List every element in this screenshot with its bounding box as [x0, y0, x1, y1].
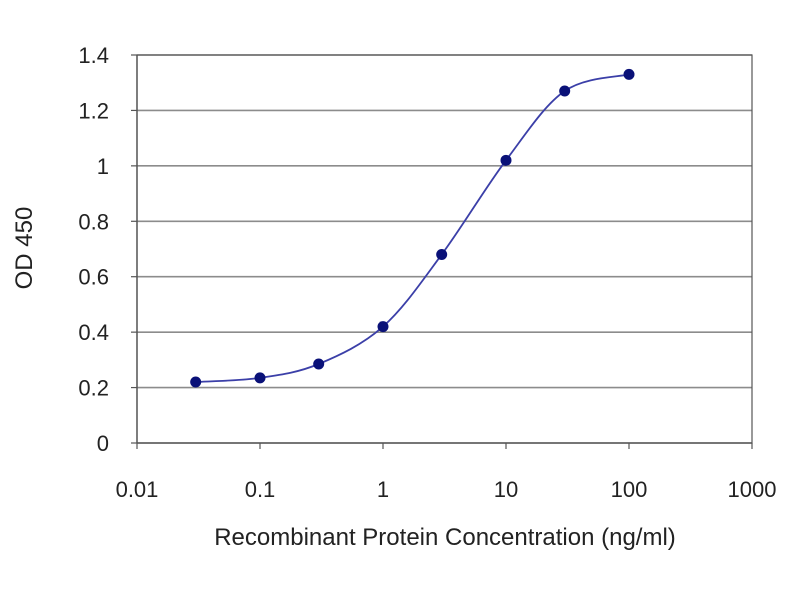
data-point [377, 321, 389, 333]
x-tick-label: 1 [377, 477, 389, 502]
x-tick-label: 100 [611, 477, 648, 502]
y-tick-label: 0.6 [78, 265, 109, 290]
axes [136, 54, 753, 444]
data-series [190, 68, 635, 388]
y-tick-label: 1.4 [78, 43, 109, 68]
x-tick-label: 1000 [728, 477, 777, 502]
data-point [313, 358, 325, 370]
x-axis-title: Recombinant Protein Concentration (ng/ml… [214, 524, 676, 551]
data-point [623, 68, 635, 80]
y-tick-label: 0.4 [78, 320, 109, 345]
y-tick-label: 0.2 [78, 376, 109, 401]
y-tick-label: 0.8 [78, 209, 109, 234]
series-line [195, 73, 630, 383]
data-point [436, 249, 448, 261]
y-tick-label: 1 [97, 154, 109, 179]
y-tick-label: 0 [97, 431, 109, 456]
y-tick-label: 1.2 [78, 98, 109, 123]
y-axis-title: OD 450 [11, 207, 38, 290]
grid [137, 54, 752, 389]
x-tick-label: 0.01 [116, 477, 159, 502]
x-tick-label: 0.1 [245, 477, 276, 502]
x-tick-label: 10 [494, 477, 518, 502]
plot-area-border [136, 54, 753, 444]
data-point [500, 154, 512, 166]
tick-labels: 0 0.2 0.4 0.6 0.8 1 1.2 1.4 0.01 0.1 1 10 100 1000 [78, 43, 776, 502]
data-point [559, 85, 571, 97]
data-point [190, 376, 202, 388]
data-point [254, 372, 266, 384]
